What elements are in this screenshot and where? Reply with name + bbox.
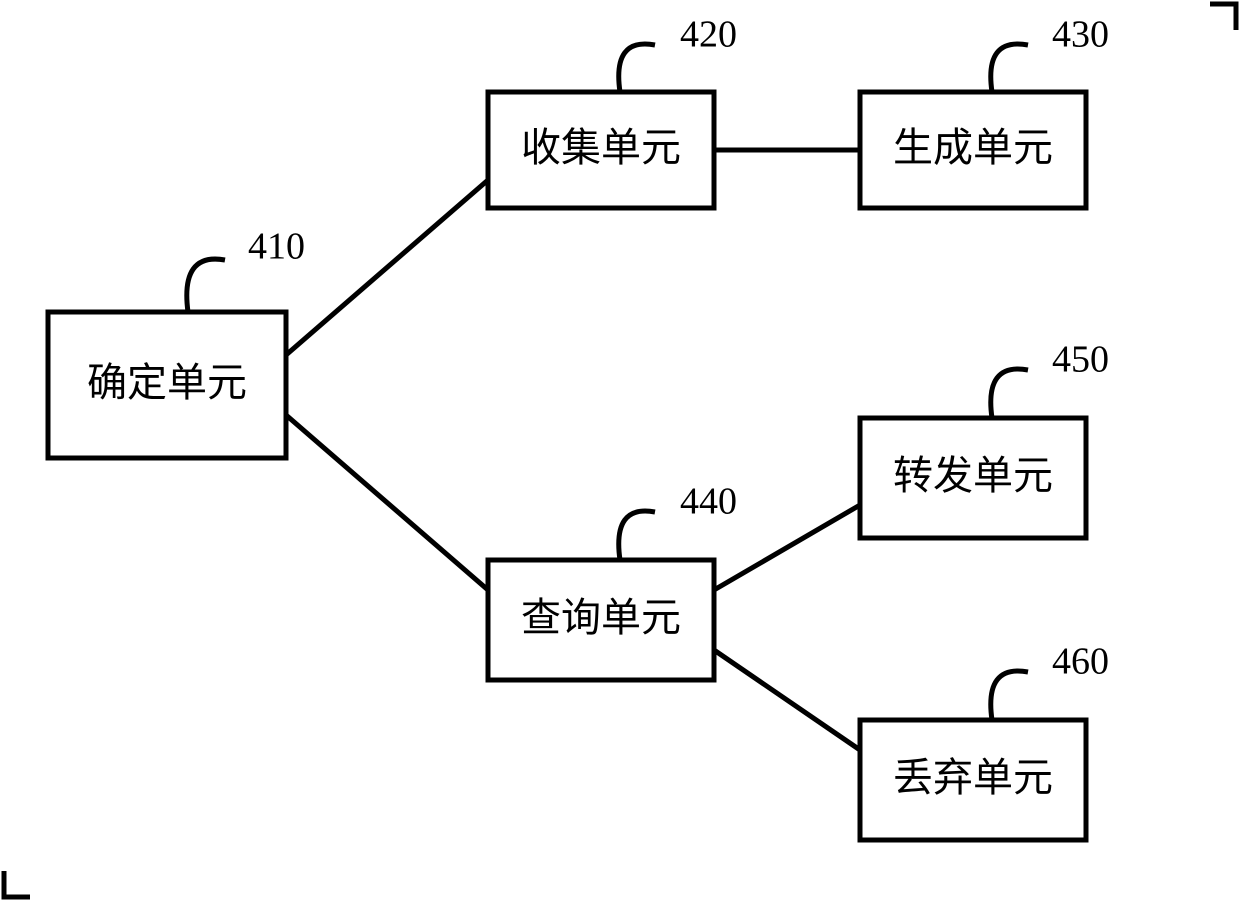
node-n420: 收集单元 420 bbox=[488, 14, 737, 208]
callout-leader bbox=[991, 44, 1028, 92]
callout-number: 440 bbox=[680, 481, 737, 523]
node-label: 确定单元 bbox=[87, 360, 247, 405]
callout-number: 460 bbox=[1052, 641, 1109, 683]
callout-number: 450 bbox=[1052, 339, 1109, 381]
node-n430: 生成单元 430 bbox=[860, 14, 1109, 208]
callout-leader bbox=[187, 259, 225, 312]
callout-leader bbox=[991, 671, 1028, 720]
corner-mark-bottom-left bbox=[4, 871, 30, 897]
node-label: 丢弃单元 bbox=[893, 755, 1053, 800]
node-n450: 转发单元 450 bbox=[860, 339, 1109, 538]
node-label: 转发单元 bbox=[893, 453, 1053, 498]
callout-number: 420 bbox=[680, 14, 737, 56]
edge bbox=[714, 650, 860, 750]
edge bbox=[286, 415, 488, 590]
callout-number: 430 bbox=[1052, 14, 1109, 56]
callout-leader bbox=[619, 511, 655, 560]
node-label: 生成单元 bbox=[893, 125, 1053, 170]
node-label: 收集单元 bbox=[521, 125, 681, 170]
node-n440: 查询单元 440 bbox=[488, 481, 737, 680]
node-label: 查询单元 bbox=[521, 595, 681, 640]
callout-leader bbox=[619, 44, 655, 92]
callout-number: 410 bbox=[248, 226, 305, 268]
node-n460: 丢弃单元 460 bbox=[860, 641, 1109, 840]
node-n410: 确定单元 410 bbox=[48, 226, 305, 458]
edge bbox=[286, 180, 488, 355]
callout-leader bbox=[991, 369, 1028, 418]
corner-mark-top-right bbox=[1210, 4, 1236, 30]
